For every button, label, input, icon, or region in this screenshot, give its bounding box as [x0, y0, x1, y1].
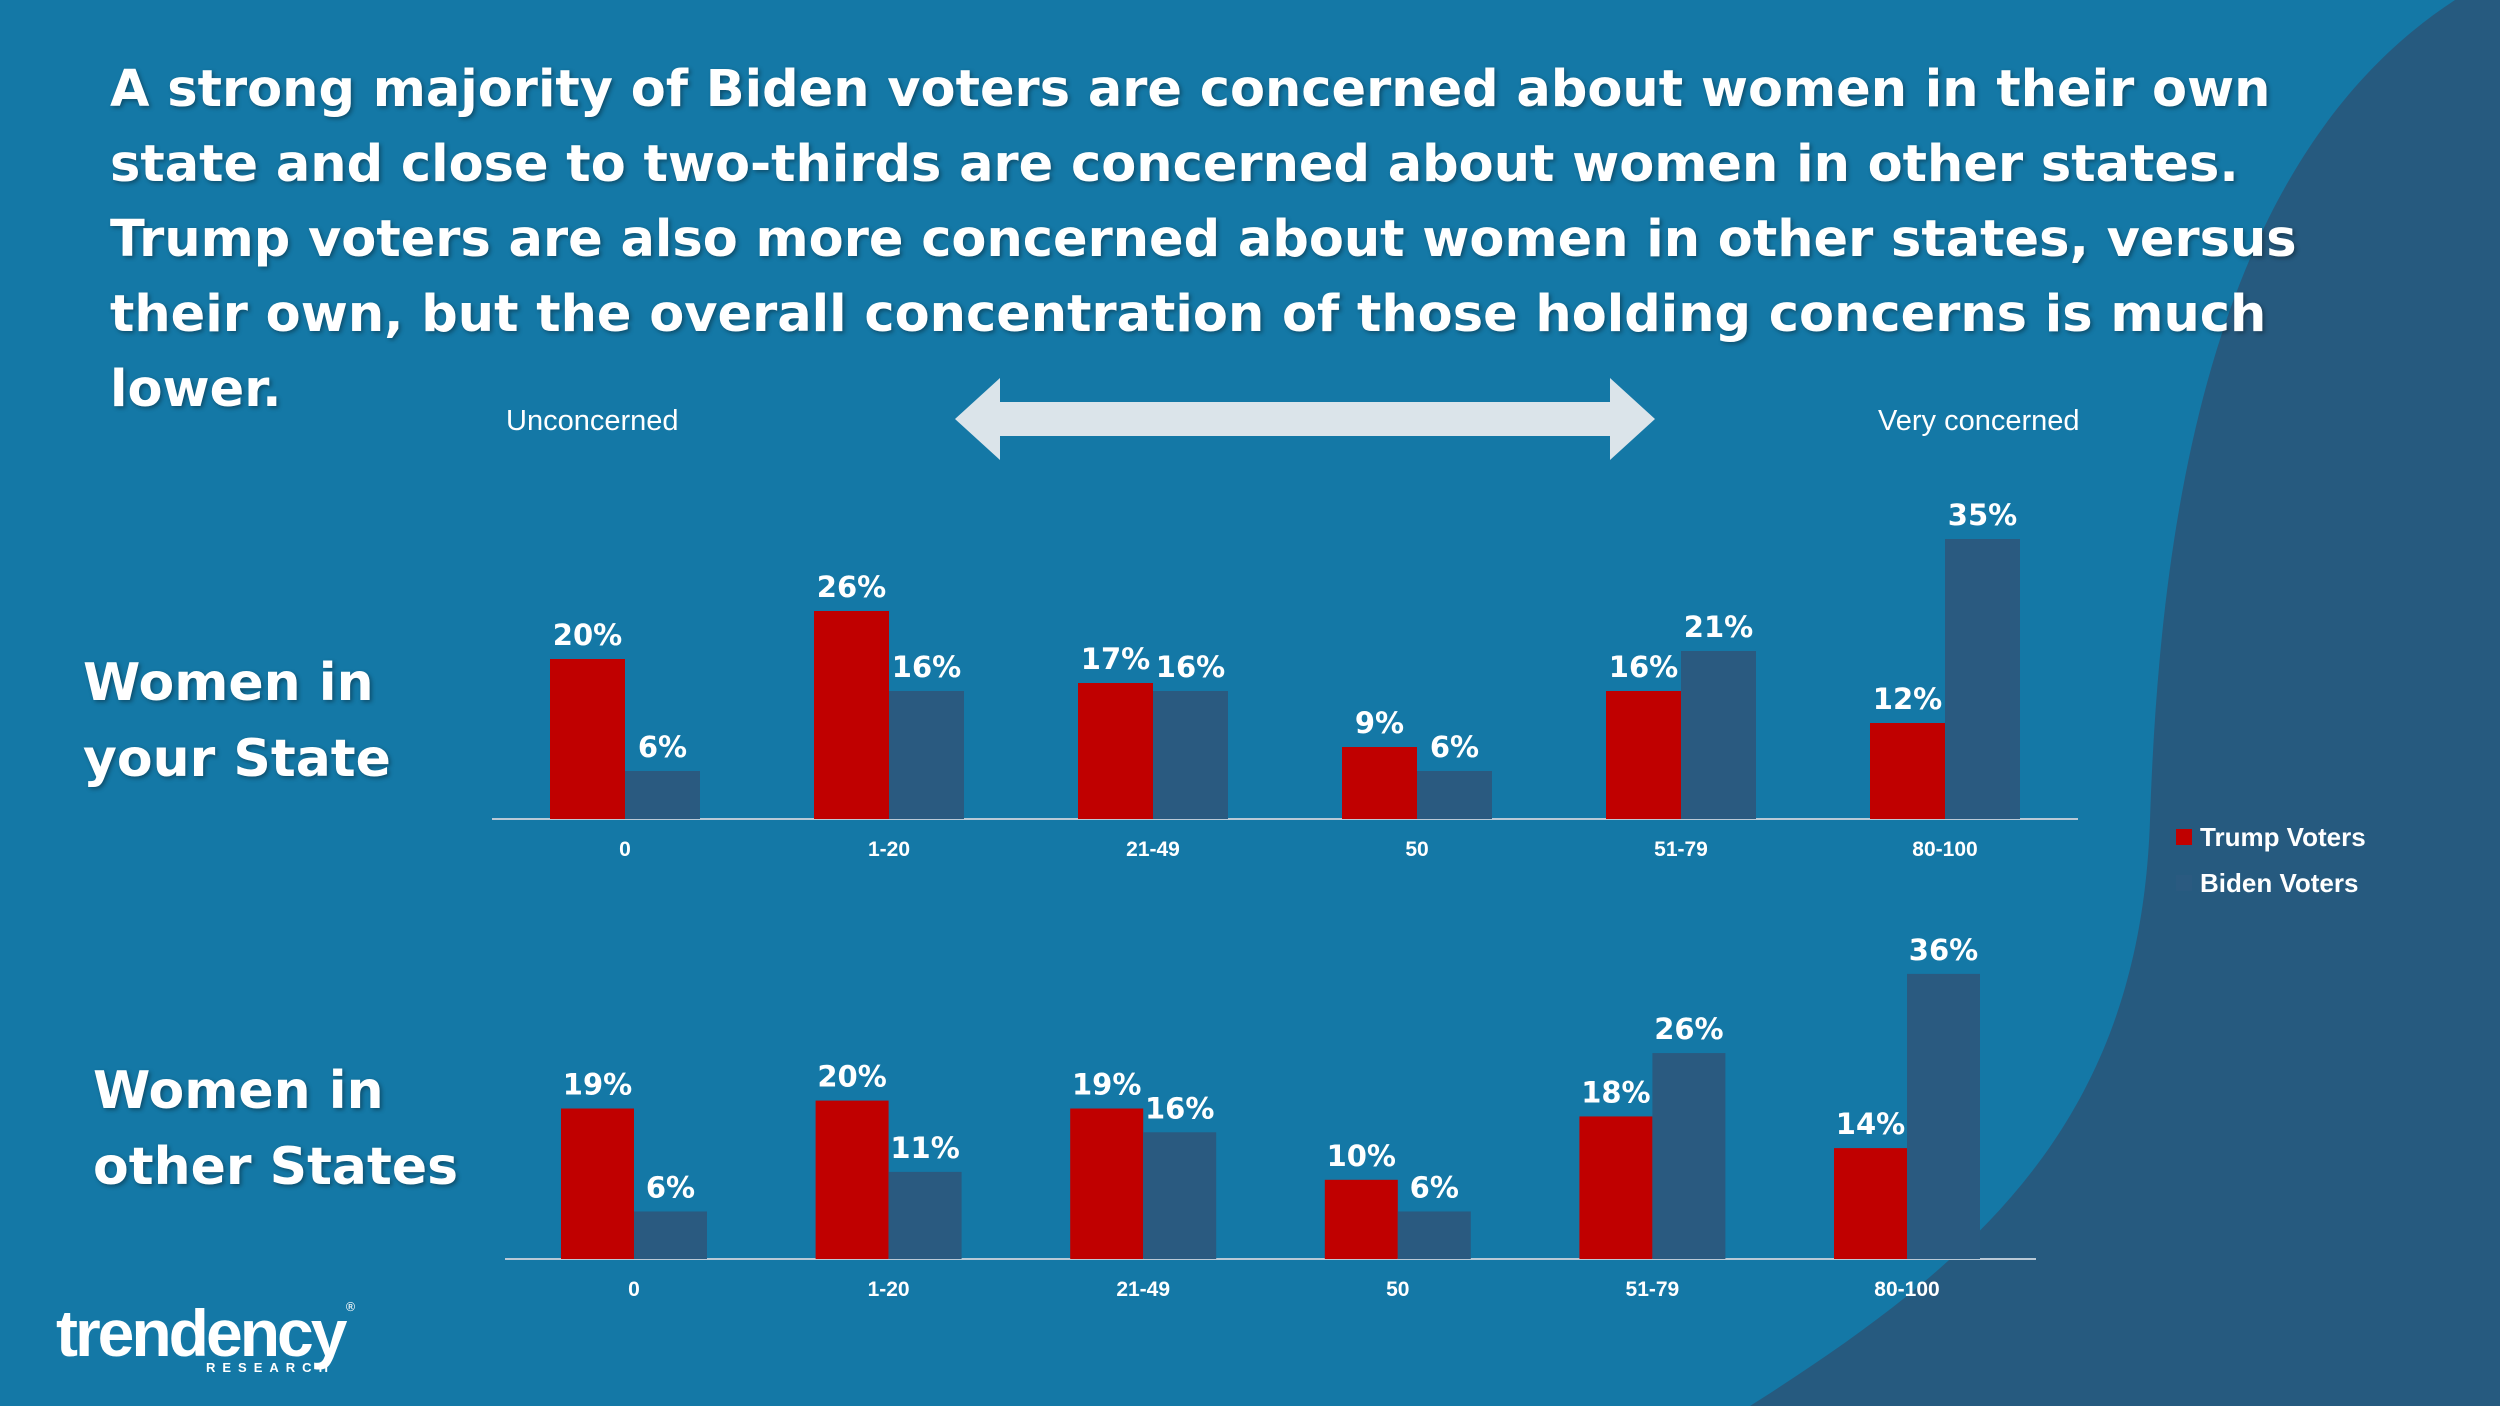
bar-biden-voters-0 — [625, 771, 700, 819]
data-label-trump-voters-80-100: 12% — [1873, 682, 1942, 716]
headline: A strong majority of Biden voters are co… — [110, 60, 2297, 419]
legend: Trump Voters Biden Voters — [2176, 814, 2366, 906]
tick-label-51-79: 51-79 — [1654, 838, 1708, 861]
data-label-biden-voters-80-100: 35% — [1948, 498, 2017, 532]
data-label-trump-voters-1-20: 26% — [817, 570, 886, 604]
bar-trump-voters-21-49 — [1078, 683, 1153, 819]
tick-label-80-100: 80-100 — [1912, 838, 1977, 861]
legend-label: Biden Voters — [2200, 867, 2359, 898]
legend-swatch-biden — [2176, 875, 2192, 891]
tick-label-1-20: 1-20 — [868, 838, 910, 861]
logo-subtitle: RESEARCH — [206, 1360, 335, 1375]
bar-trump-voters-50 — [1342, 747, 1417, 819]
logo-trademark: ® — [344, 1300, 357, 1314]
bar-trump-voters-51-79 — [1606, 691, 1681, 819]
legend-item-trump: Trump Voters — [2176, 814, 2366, 860]
bar-biden-voters-51-79 — [1681, 651, 1756, 819]
legend-label: Trump Voters — [2200, 821, 2366, 852]
bar-biden-voters-1-20 — [889, 691, 964, 819]
bar-biden-voters-21-49 — [1153, 691, 1228, 819]
very-concerned-label: Very concerned — [1878, 405, 2080, 437]
row-label-line: other States — [93, 1137, 459, 1197]
tick-label-0: 0 — [619, 838, 631, 861]
data-label-trump-voters-51-79: 16% — [1609, 650, 1678, 684]
row-label-your-state: Women in your State — [83, 645, 391, 797]
data-label-trump-voters-21-49: 17% — [1081, 642, 1150, 676]
double-arrow-icon — [955, 378, 1655, 460]
bar-trump-voters-80-100 — [1870, 723, 1945, 819]
data-label-biden-voters-1-20: 16% — [892, 650, 961, 684]
unconcerned-label: Unconcerned — [506, 405, 679, 437]
trendency-logo: trendency® RESEARCH — [56, 1300, 357, 1375]
row-label-line: Women in — [93, 1061, 384, 1121]
bar-trump-voters-0 — [550, 659, 625, 819]
data-label-trump-voters-0: 20% — [553, 618, 622, 652]
row-label-other-states: Women in other States — [93, 1053, 458, 1205]
row-label-line: your State — [83, 729, 391, 789]
tick-label-50: 50 — [1405, 838, 1428, 861]
logo-wordmark: trendency — [56, 1296, 347, 1370]
data-label-biden-voters-50: 6% — [1430, 730, 1479, 764]
legend-swatch-trump — [2176, 829, 2192, 845]
legend-item-biden: Biden Voters — [2176, 860, 2366, 906]
row-label-line: Women in — [83, 653, 374, 713]
data-label-biden-voters-21-49: 16% — [1156, 650, 1225, 684]
data-label-biden-voters-0: 6% — [638, 730, 687, 764]
data-label-biden-voters-51-79: 21% — [1684, 610, 1753, 644]
bar-biden-voters-50 — [1417, 771, 1492, 819]
tick-label-21-49: 21-49 — [1126, 838, 1180, 861]
bar-biden-voters-80-100 — [1945, 539, 2020, 819]
data-label-trump-voters-50: 9% — [1355, 706, 1404, 740]
bar-trump-voters-1-20 — [814, 611, 889, 819]
